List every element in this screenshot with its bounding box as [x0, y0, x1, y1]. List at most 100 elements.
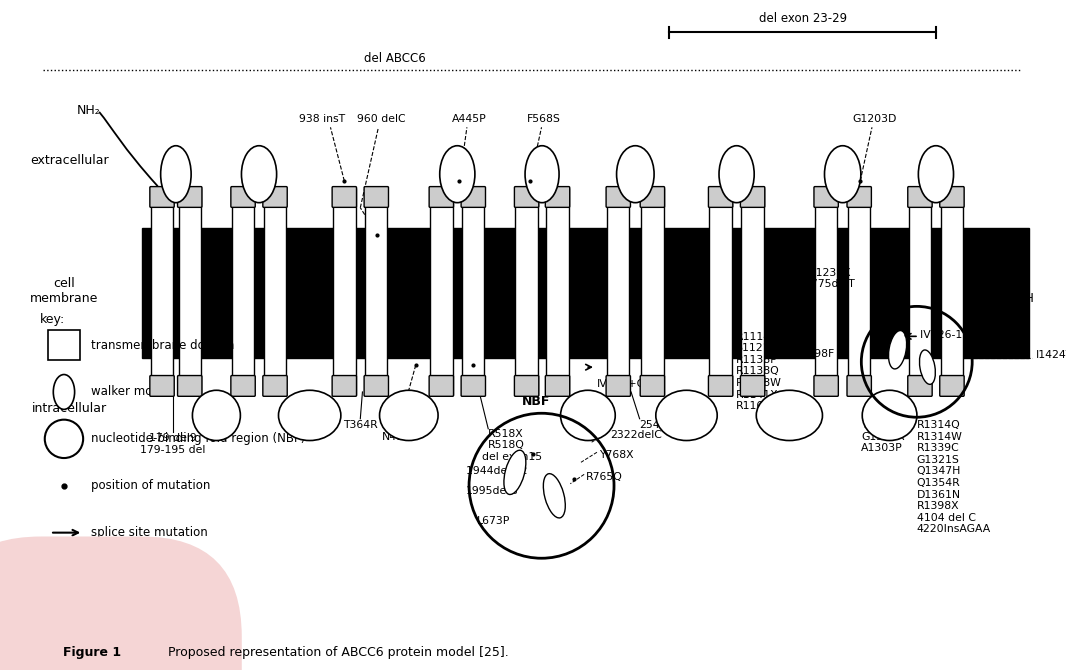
Text: splice site mutation: splice site mutation	[91, 526, 208, 539]
Ellipse shape	[824, 146, 861, 203]
Bar	[908, 188, 932, 395]
Bar	[178, 188, 200, 395]
Text: 960 delC: 960 delC	[357, 114, 406, 124]
Text: extracellular: extracellular	[30, 154, 109, 168]
Text: Figure 1: Figure 1	[63, 646, 120, 659]
FancyBboxPatch shape	[546, 376, 569, 396]
Text: R1314Q
R1314W
R1339C
G1321S
Q1347H
Q1354R
D1361N
R1398X
4104 del C
4220InsAGAA: R1314Q R1314W R1339C G1321S Q1347H Q1354…	[917, 420, 991, 535]
Text: del ABCC6: del ABCC6	[364, 52, 425, 65]
Bar	[710, 188, 731, 395]
Text: 1944del 22: 1944del 22	[466, 466, 528, 476]
FancyBboxPatch shape	[940, 187, 964, 207]
FancyBboxPatch shape	[814, 187, 838, 207]
Bar	[142, 228, 1029, 358]
Ellipse shape	[561, 390, 615, 441]
Text: 179 del9
179-195 del: 179 del9 179-195 del	[140, 433, 206, 455]
FancyBboxPatch shape	[263, 376, 287, 396]
FancyBboxPatch shape	[333, 187, 356, 207]
Text: cell
membrane: cell membrane	[30, 277, 98, 306]
Ellipse shape	[920, 350, 935, 385]
Ellipse shape	[161, 146, 191, 203]
Bar	[232, 188, 255, 395]
Text: F568S: F568S	[527, 114, 561, 124]
Text: I1424T: I1424T	[1036, 350, 1066, 360]
FancyBboxPatch shape	[709, 187, 732, 207]
FancyBboxPatch shape	[546, 187, 569, 207]
Ellipse shape	[862, 390, 917, 441]
Text: position of mutation: position of mutation	[91, 479, 210, 492]
Ellipse shape	[192, 390, 241, 441]
Text: nucleotide-binding fold region (NBF): nucleotide-binding fold region (NBF)	[91, 432, 305, 446]
FancyBboxPatch shape	[365, 376, 388, 396]
Text: COOH: COOH	[997, 291, 1035, 305]
FancyBboxPatch shape	[231, 187, 255, 207]
Ellipse shape	[379, 390, 438, 441]
Text: intracellular: intracellular	[32, 402, 107, 415]
Bar	[333, 188, 356, 395]
Text: L673P: L673P	[477, 516, 511, 526]
Bar	[547, 188, 569, 395]
Text: Q1237X
3775delT: Q1237X 3775delT	[804, 268, 855, 289]
Bar	[365, 188, 388, 395]
Bar	[430, 188, 452, 395]
Ellipse shape	[439, 146, 474, 203]
Text: R1030X: R1030X	[669, 407, 712, 417]
FancyBboxPatch shape	[741, 187, 764, 207]
Text: B: B	[925, 362, 930, 372]
Text: T1301I
G1302R
A1303P: T1301I G1302R A1303P	[861, 420, 905, 454]
Text: G1203D: G1203D	[852, 114, 897, 124]
Text: T364R: T364R	[343, 420, 377, 430]
Bar	[941, 188, 964, 395]
FancyBboxPatch shape	[741, 376, 764, 396]
Text: IVS26-1 G → A: IVS26-1 G → A	[920, 330, 998, 340]
FancyBboxPatch shape	[641, 187, 664, 207]
FancyBboxPatch shape	[515, 187, 538, 207]
FancyBboxPatch shape	[847, 376, 871, 396]
FancyBboxPatch shape	[515, 376, 538, 396]
Text: 1995delG: 1995delG	[466, 486, 518, 496]
Text: R765Q: R765Q	[586, 472, 624, 482]
FancyBboxPatch shape	[333, 376, 356, 396]
Ellipse shape	[241, 146, 277, 203]
Text: R1114P
S1121W
R1138P
R1138Q
R1138W
R1141X
R1164X: R1114P S1121W R1138P R1138Q R1138W R1141…	[736, 332, 781, 411]
Text: transmembrane domain: transmembrane domain	[91, 338, 233, 352]
Text: A445P: A445P	[452, 114, 486, 124]
FancyBboxPatch shape	[940, 376, 964, 396]
FancyBboxPatch shape	[150, 187, 174, 207]
Bar	[642, 188, 663, 395]
FancyBboxPatch shape	[462, 187, 485, 207]
Ellipse shape	[544, 474, 565, 518]
Text: Y768X: Y768X	[599, 450, 633, 460]
Ellipse shape	[504, 450, 526, 494]
FancyBboxPatch shape	[430, 187, 453, 207]
Text: NBF: NBF	[522, 395, 550, 408]
Text: B: B	[551, 491, 558, 500]
Text: Proposed representation of ABCC6 protein model [25].: Proposed representation of ABCC6 protein…	[168, 646, 510, 659]
Text: NH₂: NH₂	[77, 104, 100, 117]
FancyBboxPatch shape	[263, 187, 287, 207]
Text: deletion: deletion	[91, 566, 139, 580]
Text: IVS21+G→T: IVS21+G→T	[597, 379, 662, 389]
Text: del exon15: del exon15	[482, 452, 542, 462]
Ellipse shape	[889, 330, 906, 369]
FancyBboxPatch shape	[150, 376, 174, 396]
FancyBboxPatch shape	[462, 376, 485, 396]
FancyBboxPatch shape	[365, 187, 388, 207]
FancyBboxPatch shape	[847, 187, 871, 207]
Bar	[815, 188, 838, 395]
Text: 2542delG: 2542delG	[640, 420, 692, 430]
Bar	[608, 188, 629, 395]
FancyBboxPatch shape	[607, 376, 630, 396]
Text: del exon 23-29: del exon 23-29	[759, 13, 846, 25]
FancyBboxPatch shape	[430, 376, 453, 396]
Text: Q378X
N411K: Q378X N411K	[382, 420, 418, 442]
Bar	[741, 188, 763, 395]
Text: NBF: NBF	[981, 332, 1010, 345]
FancyBboxPatch shape	[178, 187, 201, 207]
Text: A: A	[512, 466, 518, 476]
Text: key:: key:	[39, 314, 65, 326]
Bar	[263, 188, 286, 395]
FancyBboxPatch shape	[641, 376, 664, 396]
FancyBboxPatch shape	[607, 187, 630, 207]
FancyBboxPatch shape	[178, 376, 201, 396]
